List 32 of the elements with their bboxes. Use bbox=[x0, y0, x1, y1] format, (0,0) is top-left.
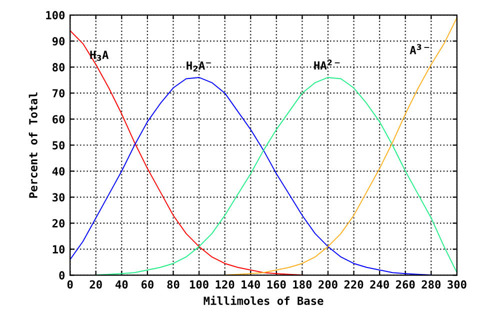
y-tick-label: 20 bbox=[52, 219, 65, 228]
y-tick-label: 90 bbox=[52, 37, 65, 46]
x-tick-label: 0 bbox=[67, 280, 73, 289]
x-tick-label: 100 bbox=[190, 280, 208, 289]
y-tick-label: 30 bbox=[52, 193, 65, 202]
x-tick-label: 300 bbox=[448, 280, 466, 289]
series-label: HA$^{2−}$ bbox=[314, 60, 340, 70]
series-label: A$^{3−}$ bbox=[410, 44, 430, 54]
y-tick-label: 10 bbox=[52, 245, 65, 254]
y-tick-label: 0 bbox=[59, 271, 65, 280]
x-tick-label: 140 bbox=[242, 280, 260, 289]
x-tick-label: 20 bbox=[90, 280, 102, 289]
y-tick-label: 80 bbox=[52, 63, 65, 72]
x-tick-label: 40 bbox=[116, 280, 128, 289]
series-label: H$_{3}$A bbox=[90, 50, 109, 61]
x-tick-label: 240 bbox=[370, 280, 389, 289]
x-tick-label: 280 bbox=[422, 280, 441, 289]
x-tick-label: 260 bbox=[396, 280, 415, 289]
x-tick-label: 120 bbox=[216, 280, 234, 289]
x-tick-label: 80 bbox=[167, 280, 180, 289]
x-tick-label: 60 bbox=[141, 280, 154, 289]
y-tick-label: 60 bbox=[52, 115, 65, 124]
y-tick-label: 50 bbox=[52, 141, 65, 150]
y-tick-label: 40 bbox=[52, 167, 65, 176]
x-tick-label: 180 bbox=[293, 280, 312, 289]
y-tick-label: 70 bbox=[52, 89, 65, 98]
x-tick-label: 220 bbox=[344, 280, 364, 289]
y-axis-title: Percent of Total bbox=[28, 92, 38, 198]
x-tick-label: 160 bbox=[267, 280, 286, 289]
y-tick-label: 100 bbox=[46, 11, 65, 20]
x-tick-label: 200 bbox=[318, 280, 338, 289]
x-axis-title: Millimoles of Base bbox=[204, 296, 324, 305]
